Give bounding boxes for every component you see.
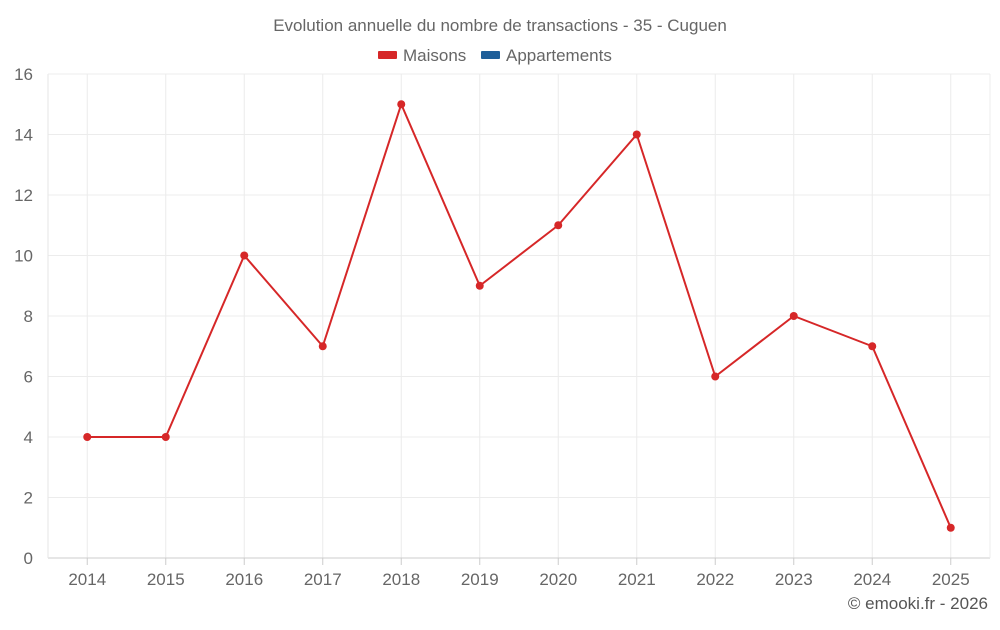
data-point-2017[interactable] [318,342,327,351]
data-point-2019[interactable] [475,281,484,290]
y-tick-label: 10 [14,247,33,266]
y-tick-label: 14 [14,126,33,145]
legend-label-appartements: Appartements [506,46,612,65]
legend-item-appartements[interactable]: Appartements [481,46,612,65]
x-tick-label: 2022 [696,570,734,589]
series-layer [83,100,955,532]
data-point-2023[interactable] [789,312,798,320]
x-tick-label: 2023 [775,570,813,589]
legend-label-maisons: Maisons [403,46,466,65]
y-tick-label: 4 [24,428,33,447]
x-tick-label: 2015 [147,570,185,589]
axes: 0 2 4 6 8 10 12 14 16 2014 2015 2016 2017 2018 2019 202… [14,65,991,589]
y-tick-label: 2 [24,489,33,508]
data-point-2014[interactable] [83,433,92,441]
grid [48,73,990,558]
x-tick-label: 2016 [225,570,263,589]
footer-credit: © emooki.fr - 2026 [848,594,988,613]
x-tick-label: 2019 [461,570,499,589]
x-tick-label: 2017 [304,570,342,589]
series-line-maisons [87,103,952,529]
legend-swatch-maisons [378,51,397,59]
y-tick-label: 6 [24,368,33,387]
data-point-2015[interactable] [161,433,170,441]
data-point-2022[interactable] [711,372,720,381]
data-point-2016[interactable] [240,251,249,260]
legend: Maisons Appartements [378,46,612,65]
data-point-2024[interactable] [868,342,877,351]
data-point-2018[interactable] [397,100,406,109]
y-tick-label: 0 [24,549,33,568]
y-tick-label: 8 [24,307,33,326]
y-tick-label: 12 [14,186,33,205]
legend-swatch-appartements [481,51,500,59]
data-point-2020[interactable] [554,221,563,230]
x-tick-label: 2014 [68,570,106,589]
data-point-2025[interactable] [946,523,955,532]
x-tick-label: 2018 [382,570,420,589]
x-tick-label: 2024 [853,570,891,589]
x-tick-label: 2021 [618,570,656,589]
x-tick-label: 2020 [539,570,577,589]
y-tick-label: 16 [14,65,33,84]
x-tick-label: 2025 [932,570,970,589]
chart-title: Evolution annuelle du nombre de transact… [273,16,727,35]
legend-item-maisons[interactable]: Maisons [378,46,466,65]
data-point-2021[interactable] [632,130,641,139]
